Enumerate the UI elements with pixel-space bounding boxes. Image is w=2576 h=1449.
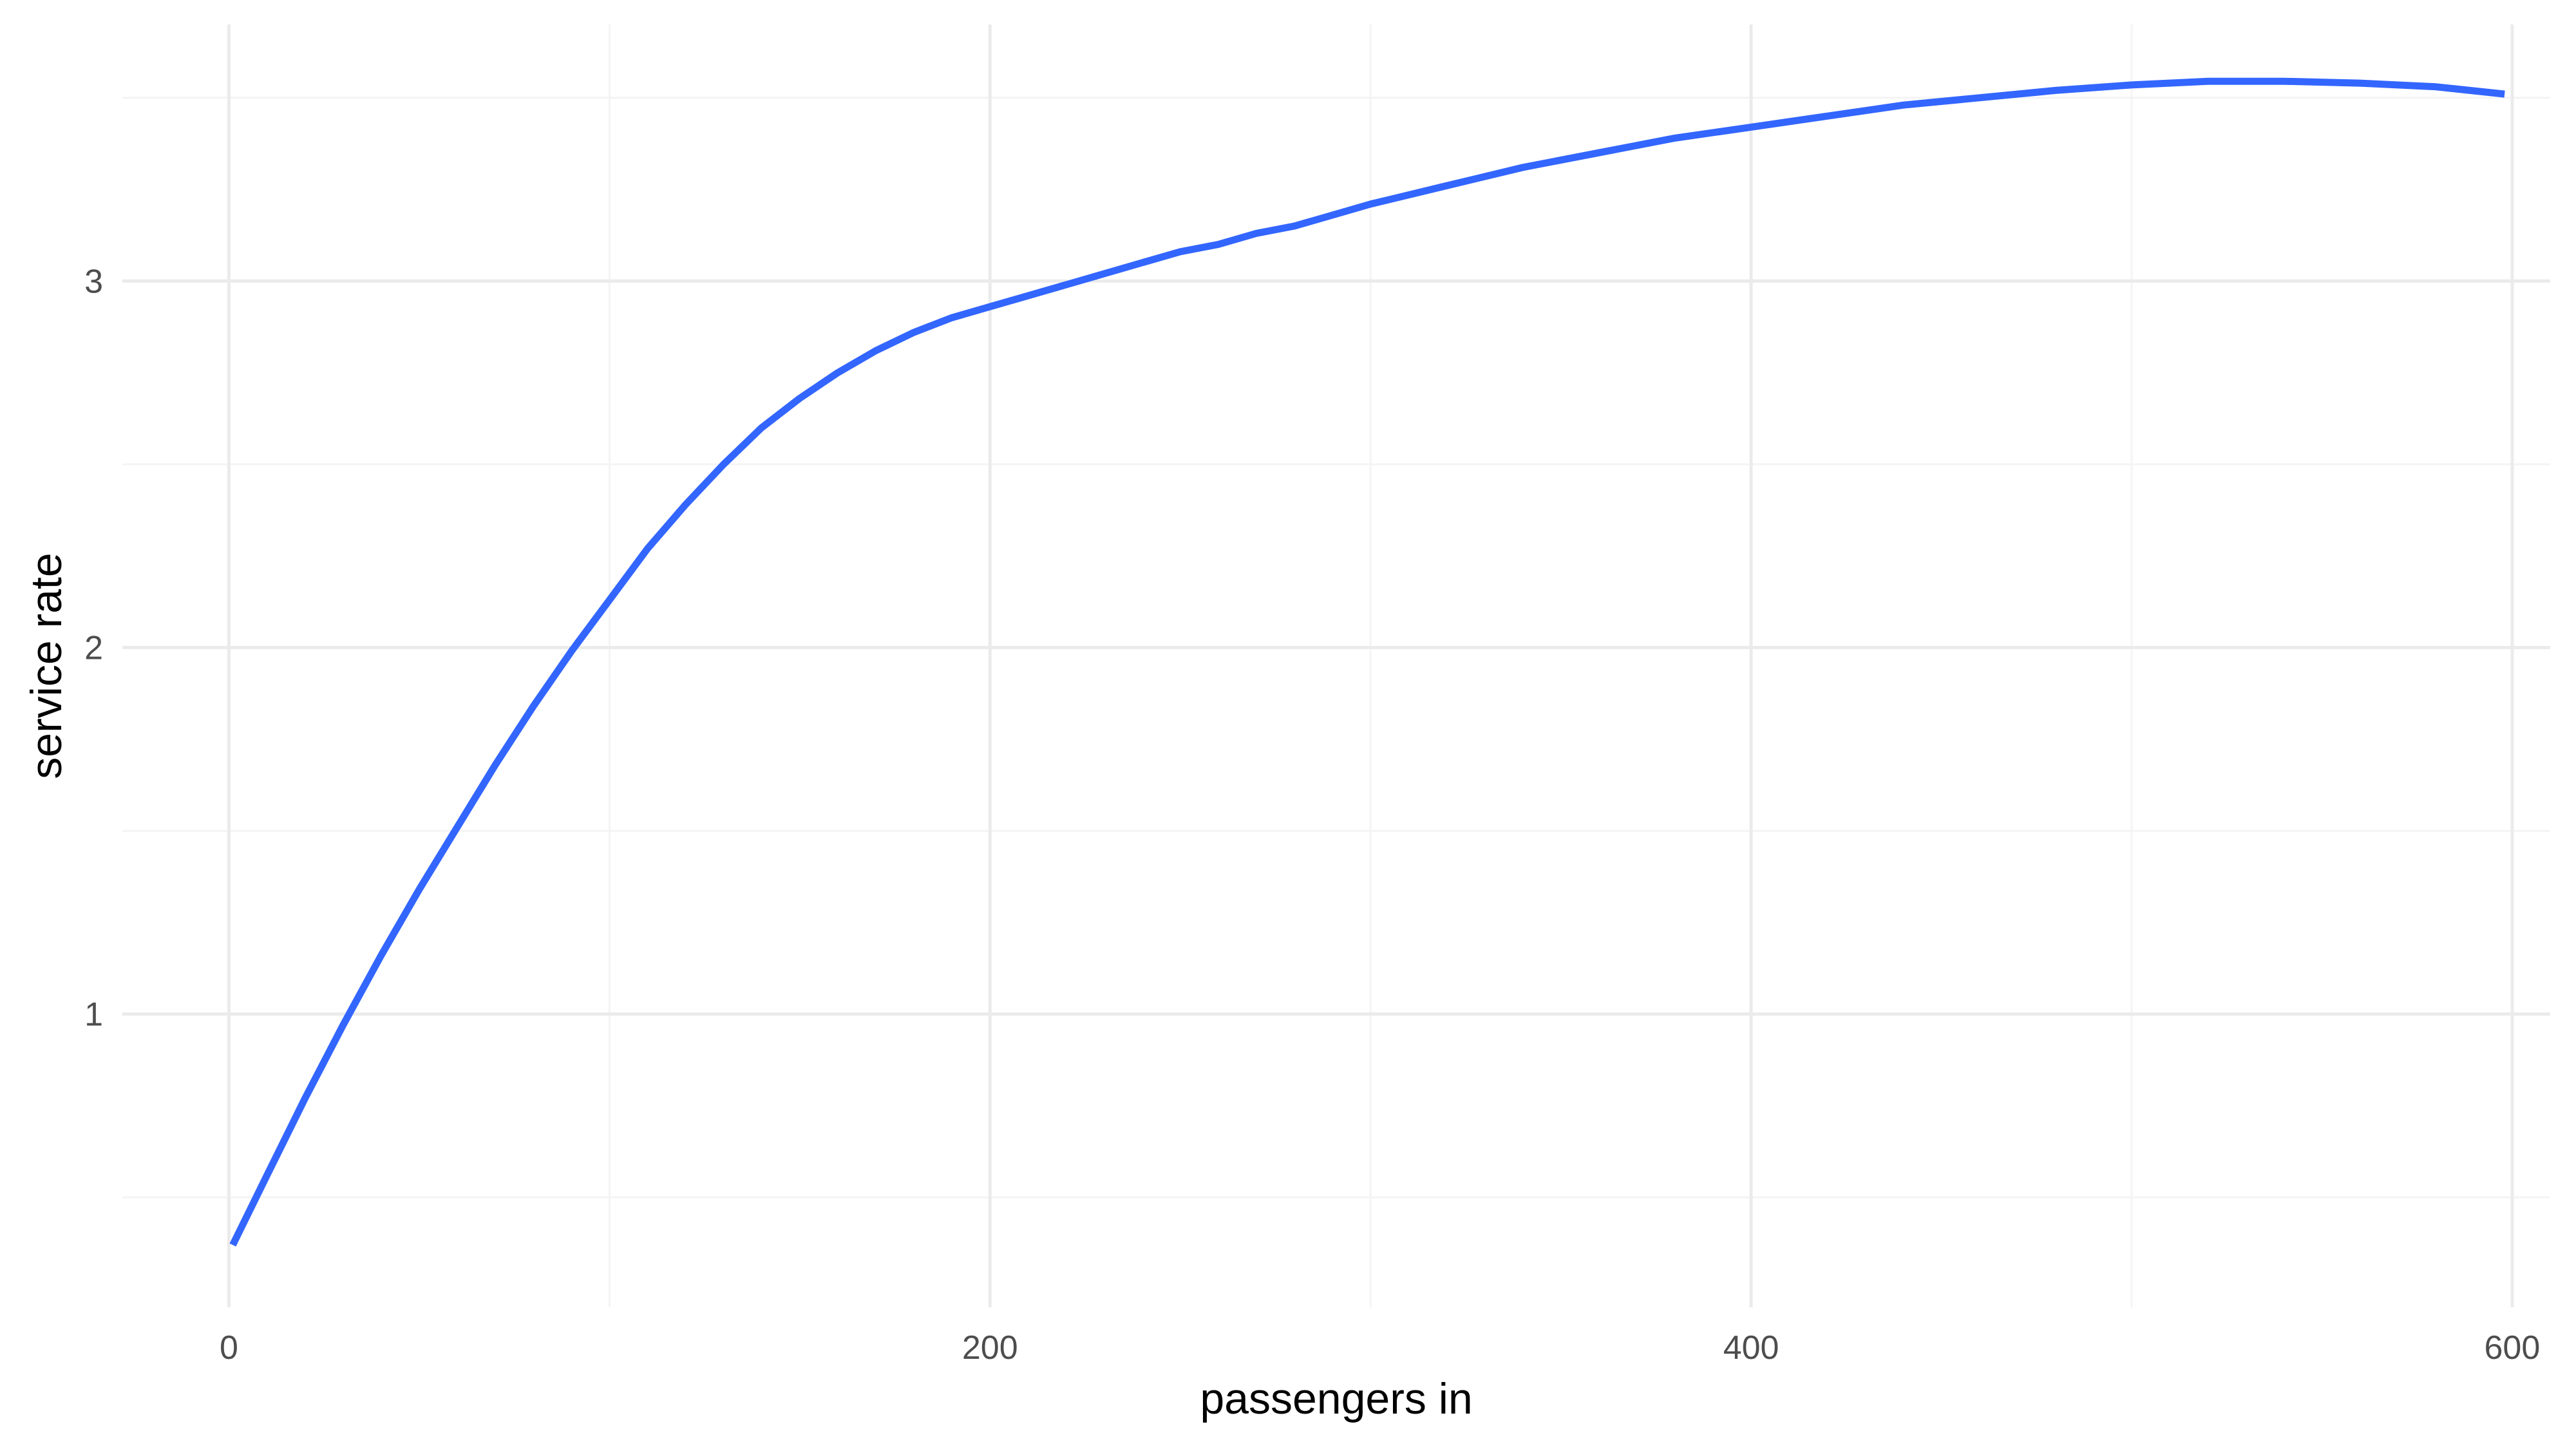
x-tick-label: 0	[220, 1329, 238, 1367]
x-tick-label: 200	[962, 1329, 1018, 1367]
major-gridlines	[122, 24, 2550, 1307]
x-axis-ticks: 0 200 400 600	[220, 1329, 2540, 1367]
y-tick-label: 1	[84, 996, 103, 1034]
x-tick-label: 400	[1723, 1329, 1779, 1367]
series-line-0	[229, 77, 2505, 1247]
y-tick-label: 2	[84, 630, 103, 667]
y-axis-ticks: 1 2 3	[84, 263, 103, 1033]
y-axis-title: service rate	[22, 553, 71, 779]
y-tick-label: 3	[84, 263, 103, 300]
minor-gridlines	[122, 24, 2550, 1307]
x-axis-title: passengers in	[1200, 1374, 1472, 1423]
x-tick-label: 600	[2485, 1329, 2541, 1367]
series-layer	[229, 77, 2505, 1247]
